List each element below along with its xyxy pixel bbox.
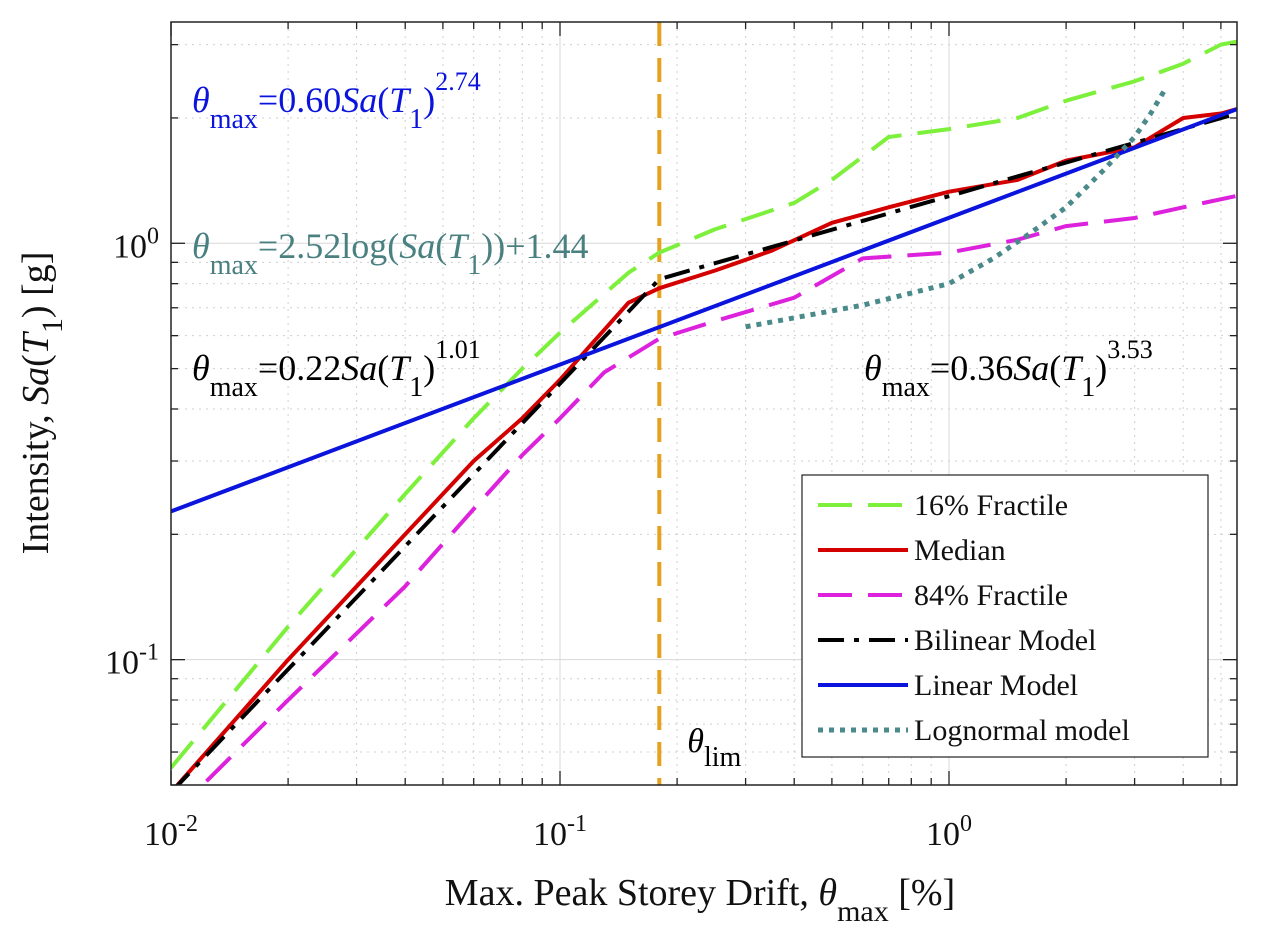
legend-label: Linear Model: [914, 669, 1078, 702]
y-tick-label: 10-1: [105, 640, 159, 682]
legend: 16% Fractile Median 84% Fractile Bilinear M…: [801, 474, 1209, 758]
y-tick-labels: 10-1 100: [105, 223, 159, 681]
eq-linear-annotation: θmax=0.60Sa(T1)2.74: [192, 67, 481, 135]
y-axis-label: Intensity, Sa(T1) [g]: [15, 252, 69, 555]
x-axis-label: Max. Peak Storey Drift, θmax [%]: [445, 872, 955, 928]
x-tick-label: 10-2: [144, 811, 198, 853]
legend-label: 16% Fractile: [914, 489, 1068, 522]
legend-label: Bilinear Model: [914, 624, 1096, 657]
tick-marks: [170, 22, 1237, 786]
x-tick-labels: 10-2 10-1 100: [144, 811, 972, 853]
plot-frame: [170, 21, 1238, 786]
legend-box: [801, 474, 1209, 758]
series-line-linear-model: [171, 107, 1237, 514]
legend-label: 84% Fractile: [914, 579, 1068, 612]
x-tick-label: 10-1: [533, 811, 587, 853]
x-tick-label: 100: [926, 811, 972, 853]
minor-grid: [171, 22, 1237, 786]
eq-log-annotation: θmax=2.52log(Sa(T1))+1.44: [192, 226, 589, 281]
y-tick-label: 100: [113, 223, 159, 265]
legend-label: Lognormal model: [914, 714, 1130, 747]
threshold-label: θlim: [687, 723, 741, 773]
eq-bilinear-annotation: θmax=0.22Sa(T1)1.01: [192, 335, 481, 403]
series-line-16-fractile: [171, 39, 1237, 770]
eq-lognormal-annotation: θmax=0.36Sa(T1)3.53: [864, 335, 1153, 403]
legend-label: Median: [914, 534, 1006, 567]
series-layer: [171, 39, 1237, 785]
series-line-bilinear-model: [175, 111, 1237, 785]
threshold-symbol: θlim: [687, 723, 741, 773]
equation-annotations: θmax=0.60Sa(T1)2.74 θmax=2.52log(Sa(T1))+…: [192, 67, 1153, 403]
